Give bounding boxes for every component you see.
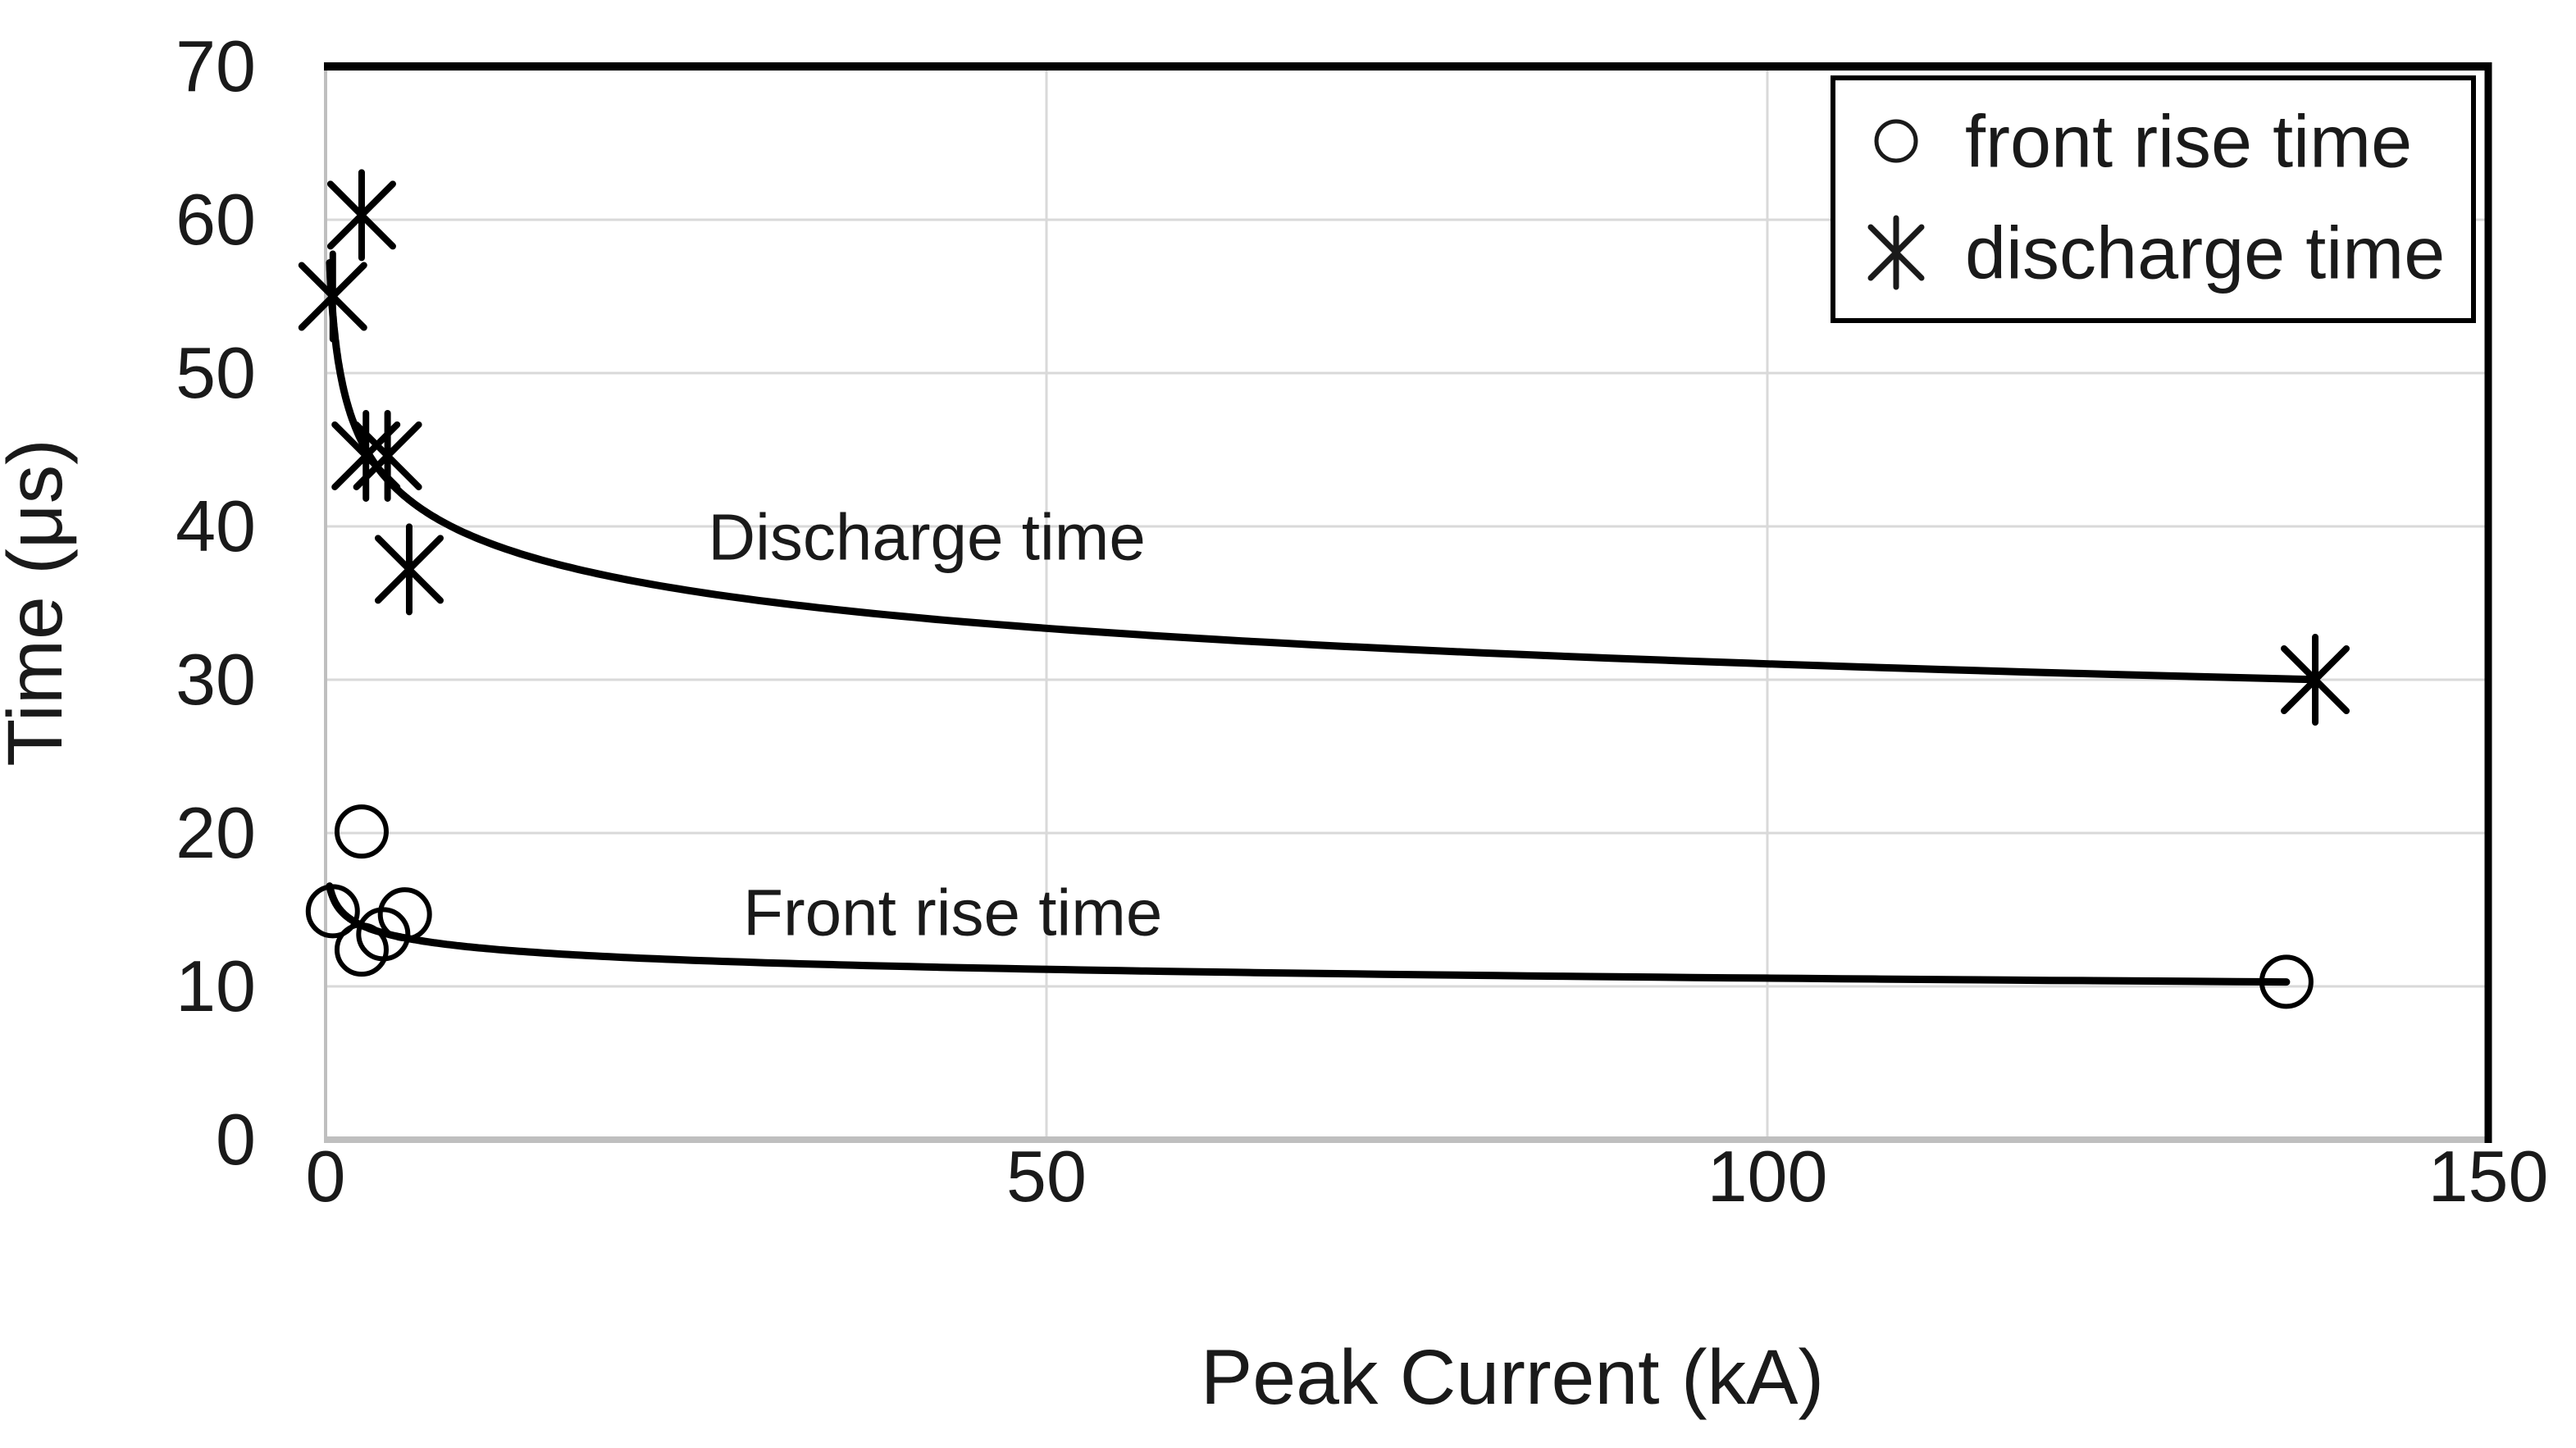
data-point-asterisk bbox=[298, 250, 367, 343]
legend-box bbox=[1831, 75, 2476, 323]
trendline-asterisk bbox=[326, 259, 2319, 684]
x-tick-label: 50 bbox=[1006, 1136, 1087, 1217]
x-tick-label: 0 bbox=[306, 1136, 346, 1217]
data-point-circle bbox=[2259, 954, 2314, 1009]
x-axis-title: Peak Current (kA) bbox=[1201, 1334, 1824, 1421]
data-point-asterisk bbox=[374, 523, 444, 616]
legend: front rise time discharge time bbox=[1831, 75, 2476, 323]
tick-labels: 0 10 20 30 40 50 60 70 0 50 100 150 bbox=[176, 25, 2548, 1217]
gridlines bbox=[326, 66, 2488, 1140]
x-tick-label: 150 bbox=[2428, 1136, 2549, 1217]
x-tick-label: 100 bbox=[1707, 1136, 1828, 1217]
legend-label-discharge-time: discharge time bbox=[1965, 213, 2445, 295]
data-point-asterisk bbox=[2281, 634, 2350, 726]
curve-annotation: Front rise time bbox=[743, 876, 1162, 949]
data-point-circle bbox=[334, 804, 389, 859]
y-tick-label: 40 bbox=[176, 485, 256, 567]
data-point-circle bbox=[377, 887, 432, 942]
curve-annotation: Discharge time bbox=[708, 500, 1146, 573]
data-point-circle bbox=[305, 884, 360, 939]
asterisk-marker-icon bbox=[1867, 215, 1925, 290]
y-tick-label: 0 bbox=[216, 1099, 256, 1180]
trendline-curves bbox=[326, 259, 2319, 986]
data-point-asterisk bbox=[353, 409, 422, 502]
axis-lines bbox=[324, 62, 2492, 1143]
data-point-asterisk bbox=[326, 169, 396, 262]
y-tick-label: 20 bbox=[176, 792, 256, 873]
data-point-circle bbox=[356, 907, 411, 962]
data-points bbox=[298, 169, 2350, 1009]
legend-label-front-rise-time: front rise time bbox=[1965, 102, 2412, 184]
series-annotations: Discharge time Front rise time bbox=[708, 500, 1162, 949]
y-tick-label: 50 bbox=[176, 332, 256, 413]
y-tick-label: 10 bbox=[176, 945, 256, 1027]
y-tick-label: 60 bbox=[176, 179, 256, 260]
circle-marker-icon bbox=[1874, 119, 1918, 163]
trendline-circle bbox=[326, 882, 2291, 986]
y-axis-title: Time (μs) bbox=[0, 439, 79, 766]
y-tick-label: 30 bbox=[176, 639, 256, 720]
y-tick-label: 70 bbox=[176, 25, 256, 107]
